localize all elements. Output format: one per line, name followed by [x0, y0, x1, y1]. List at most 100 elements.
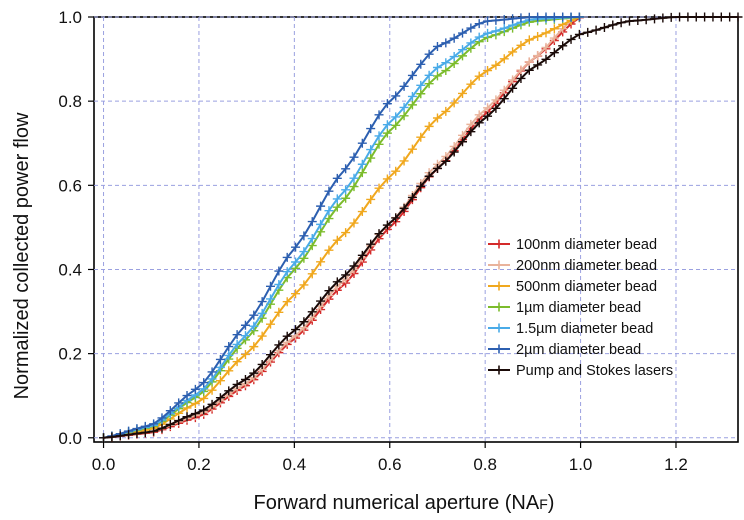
- data-point-marker: [566, 12, 576, 22]
- data-point-marker: [658, 13, 668, 23]
- data-point-marker: [466, 23, 476, 33]
- data-point-marker: [407, 192, 417, 202]
- data-point-marker: [725, 12, 735, 22]
- data-point-marker: [516, 65, 526, 75]
- data-point-marker: [257, 297, 267, 307]
- data-point-marker: [407, 144, 417, 154]
- data-point-marker: [449, 147, 459, 157]
- data-point-marker: [524, 65, 534, 75]
- data-point-marker: [357, 138, 367, 148]
- data-point-marker: [399, 156, 409, 166]
- legend-label: 100nm diameter bead: [516, 237, 657, 253]
- data-point-marker: [382, 128, 392, 138]
- x-tick-label: 0.4: [283, 455, 307, 474]
- data-point-marker: [666, 12, 676, 22]
- data-point-marker: [207, 385, 217, 395]
- data-point-marker: [282, 297, 292, 307]
- data-point-marker: [190, 384, 200, 394]
- data-point-marker: [107, 432, 117, 442]
- y-tick-label: 0.0: [58, 429, 82, 448]
- data-point-marker: [249, 321, 259, 331]
- data-point-marker: [124, 430, 134, 440]
- data-point-marker: [574, 29, 584, 39]
- data-point-marker: [341, 270, 351, 280]
- y-tick-label: 0.8: [58, 92, 82, 111]
- y-tick-label: 1.0: [58, 8, 82, 27]
- data-point-marker: [374, 229, 384, 239]
- data-point-marker: [432, 163, 442, 173]
- data-point-marker: [299, 317, 309, 327]
- data-point-marker: [441, 156, 451, 166]
- data-point-marker: [508, 47, 518, 57]
- data-point-marker: [324, 186, 334, 196]
- legend-item: 1.5µm diameter bead: [488, 321, 653, 337]
- data-point-marker: [382, 174, 392, 184]
- data-point-marker: [424, 79, 434, 89]
- data-point-marker: [207, 367, 217, 377]
- data-point-marker: [700, 12, 710, 22]
- legend-marker: [494, 365, 504, 375]
- data-point-marker: [449, 52, 459, 62]
- x-tick-label: 1.0: [569, 455, 593, 474]
- data-point-marker: [240, 331, 250, 341]
- x-axis: 0.0 0.2 0.4 0.6 0.8 1.0 1.2: [92, 442, 688, 474]
- series-line: [103, 19, 572, 439]
- data-point-marker: [349, 218, 359, 228]
- data-point-marker: [399, 81, 409, 91]
- data-point-marker: [432, 62, 442, 72]
- data-point-marker: [441, 58, 451, 68]
- data-point-marker: [483, 66, 493, 76]
- data-point-marker: [474, 71, 484, 81]
- data-point-marker: [249, 368, 259, 378]
- data-point-marker: [491, 95, 501, 105]
- data-point-marker: [224, 386, 234, 396]
- data-point-marker: [499, 94, 509, 104]
- data-point-marker: [291, 257, 301, 267]
- data-point-marker: [391, 120, 401, 130]
- data-point-marker: [558, 41, 568, 51]
- legend-label: 1µm diameter bead: [516, 300, 641, 316]
- series-line: [103, 16, 580, 439]
- data-point-marker: [349, 173, 359, 183]
- legend: 100nm diameter bead 200nm diameter bead 50…: [488, 237, 673, 379]
- legend-marker: [494, 260, 504, 270]
- series-5: [99, 12, 584, 443]
- data-point-marker: [399, 111, 409, 121]
- data-point-marker: [307, 217, 317, 227]
- data-point-marker: [157, 413, 167, 423]
- legend-label: 500nm diameter bead: [516, 279, 657, 295]
- data-point-marker: [483, 16, 493, 26]
- data-point-marker: [491, 15, 501, 25]
- data-point-marker: [608, 20, 618, 30]
- data-point-marker: [641, 15, 651, 25]
- data-point-marker: [240, 374, 250, 384]
- legend-marker: [494, 302, 504, 312]
- series-4: [99, 12, 584, 443]
- data-point-marker: [474, 118, 484, 128]
- series-2: [99, 16, 576, 443]
- series-line: [103, 16, 580, 439]
- data-point-marker: [332, 194, 342, 204]
- data-point-marker: [549, 12, 559, 22]
- data-point-marker: [299, 231, 309, 241]
- data-point-marker: [533, 60, 543, 70]
- data-point-marker: [441, 106, 451, 116]
- data-point-marker: [391, 91, 401, 101]
- data-point-marker: [533, 31, 543, 41]
- plot-area: [93, 12, 743, 443]
- data-point-marker: [249, 342, 259, 352]
- data-point-marker: [257, 308, 267, 318]
- data-point-marker: [165, 406, 175, 416]
- data-point-marker: [533, 51, 543, 61]
- data-point-marker: [366, 194, 376, 204]
- legend-label: 2µm diameter bead: [516, 342, 641, 358]
- legend-label: 200nm diameter bead: [516, 258, 657, 274]
- data-point-marker: [441, 38, 451, 48]
- data-point-marker: [366, 124, 376, 134]
- data-point-marker: [232, 379, 242, 389]
- data-point-marker: [349, 152, 359, 162]
- data-point-marker: [541, 42, 551, 52]
- data-point-marker: [432, 113, 442, 123]
- legend-item: 100nm diameter bead: [488, 237, 657, 253]
- data-point-marker: [432, 71, 442, 81]
